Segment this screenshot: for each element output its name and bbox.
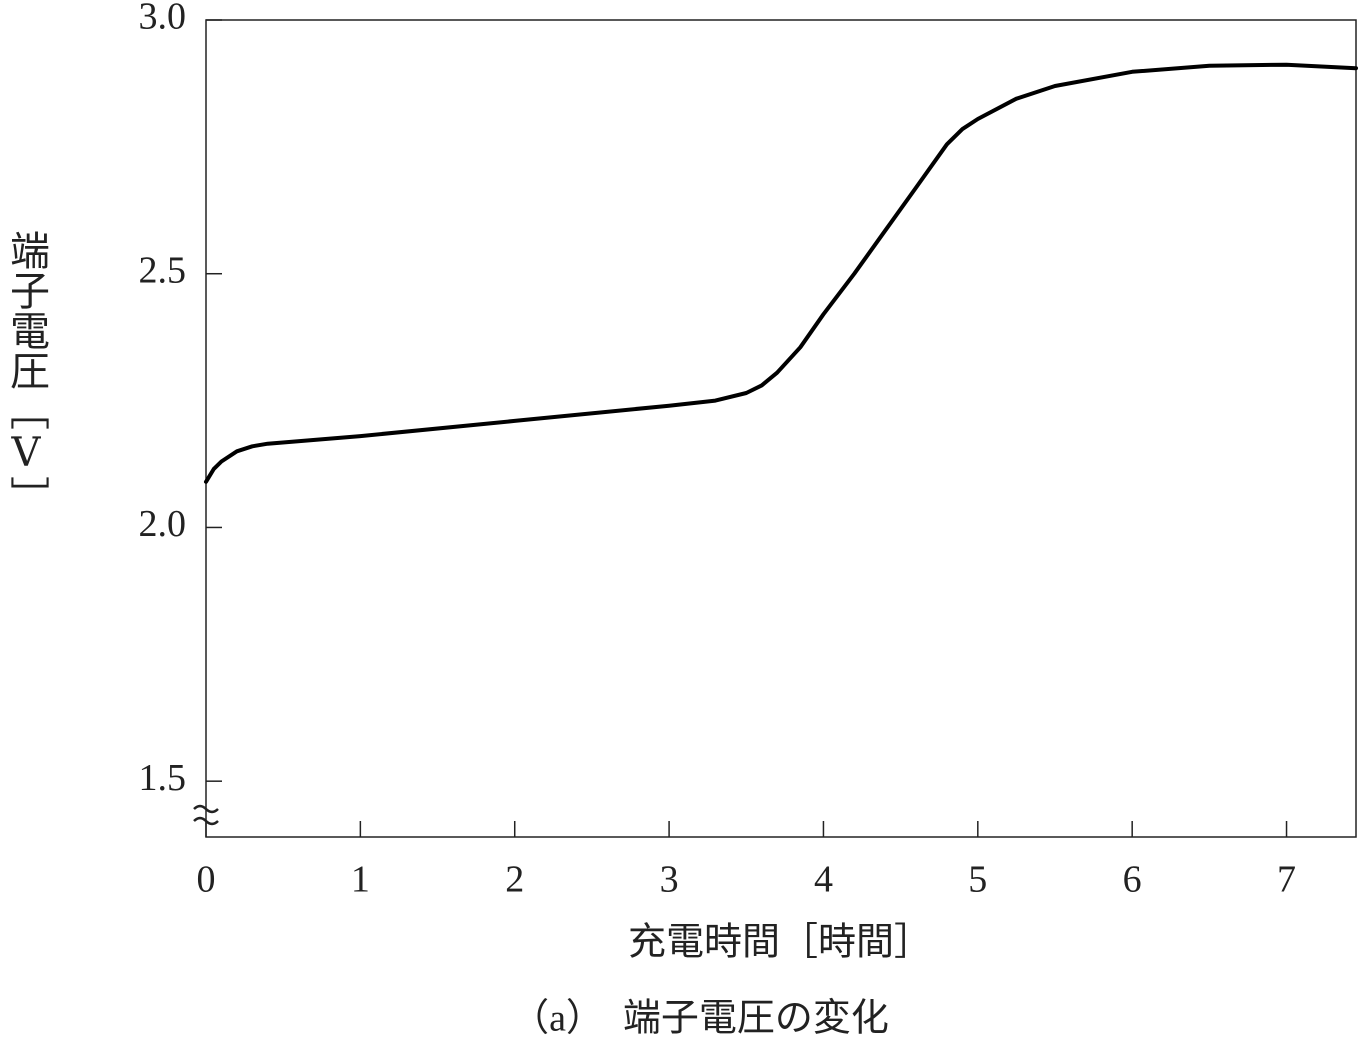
y-tick-label: 1.5 [139, 757, 187, 799]
x-tick-label: 2 [505, 859, 524, 901]
x-tick-label: 1 [351, 859, 370, 901]
x-tick-label: 6 [1123, 859, 1142, 901]
x-tick-label: 7 [1277, 859, 1296, 901]
y-tick-label: 3.0 [139, 0, 187, 38]
x-tick-label: 4 [814, 859, 833, 901]
x-tick-label: 3 [660, 859, 679, 901]
data-line [204, 62, 1358, 484]
y-tick-label: 2.5 [139, 249, 187, 291]
x-axis-label: 充電時間［時間］ [628, 922, 932, 964]
y-axis-label: 端子電圧［V］ [3, 230, 49, 516]
caption: （a） 端子電圧の変化 [511, 998, 889, 1040]
plot-frame [205, 19, 1357, 838]
x-tick-label: 5 [968, 859, 987, 901]
x-tick-label: 0 [197, 859, 216, 901]
y-tick-label: 2.0 [139, 503, 187, 545]
